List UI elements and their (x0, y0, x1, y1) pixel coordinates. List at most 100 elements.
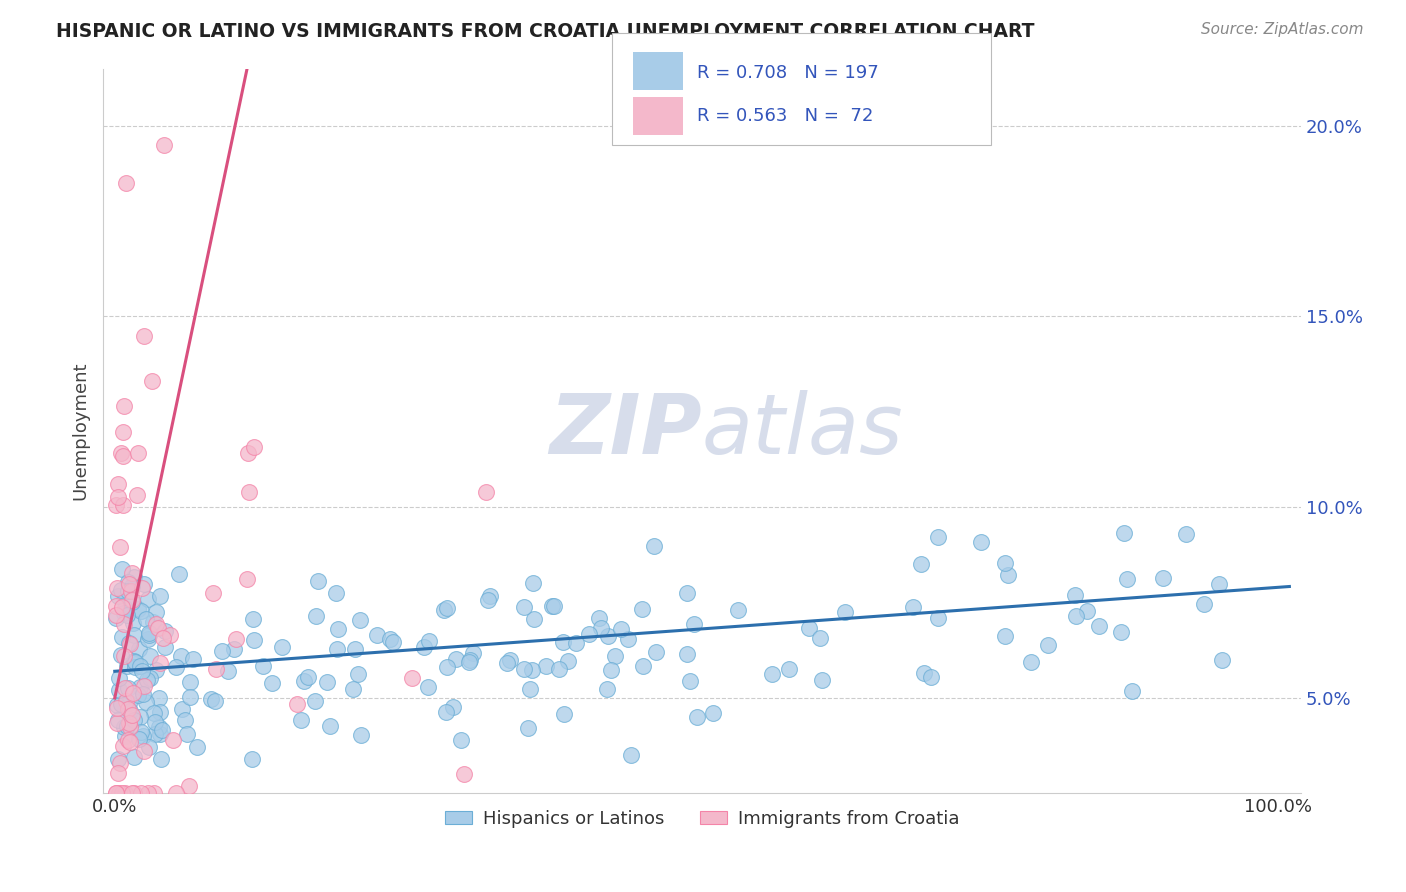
Point (513, 662, 536, 676)
Point (217, 665, 239, 679)
Point (136, 786, 159, 800)
Point (127, 688, 149, 702)
Point (225, 632, 247, 646)
Point (347, 667, 370, 681)
Point (644, 645, 666, 659)
Point (181, 651, 204, 665)
Point (125, 487, 148, 501)
Point (110, 445, 132, 459)
Point (565, 636, 588, 650)
Point (534, 659, 557, 673)
Point (122, 654, 145, 668)
Point (132, 729, 155, 743)
Point (112, 399, 135, 413)
Point (477, 592, 499, 607)
Point (1175, 527, 1198, 541)
Point (112, 498, 135, 512)
Point (243, 440, 266, 454)
Point (117, 574, 139, 589)
Point (434, 705, 457, 719)
Point (105, 599, 128, 613)
Point (107, 786, 129, 800)
Point (138, 648, 160, 663)
Point (138, 739, 160, 754)
Point (499, 653, 522, 667)
Point (620, 748, 643, 763)
Text: ZIP: ZIP (550, 391, 702, 472)
Point (153, 640, 176, 654)
Point (134, 744, 156, 758)
Point (127, 602, 149, 616)
Point (105, 698, 128, 712)
Point (118, 696, 141, 710)
Point (145, 605, 167, 619)
Point (115, 608, 138, 623)
Point (134, 577, 156, 591)
Point (111, 786, 134, 800)
Point (553, 707, 575, 722)
Point (131, 581, 153, 595)
Point (167, 566, 190, 581)
Point (118, 577, 141, 591)
Point (107, 477, 129, 491)
Point (970, 535, 993, 549)
Point (366, 628, 388, 642)
Point (463, 646, 485, 660)
Point (513, 600, 536, 615)
Point (557, 654, 579, 668)
Point (304, 693, 326, 707)
Point (211, 644, 233, 658)
Point (350, 728, 373, 742)
Point (153, 624, 176, 638)
Point (165, 786, 187, 800)
Point (413, 640, 436, 654)
Point (112, 648, 135, 663)
Point (136, 632, 159, 646)
Point (262, 675, 284, 690)
Point (148, 621, 170, 635)
Point (179, 674, 201, 689)
Point (378, 632, 401, 647)
Point (520, 663, 543, 677)
Point (1114, 526, 1136, 541)
Point (148, 691, 170, 706)
Point (142, 615, 165, 629)
Point (523, 612, 546, 626)
Point (270, 640, 292, 654)
Point (418, 680, 440, 694)
Point (111, 599, 134, 614)
Point (578, 627, 600, 641)
Legend: Hispanics or Latinos, Immigrants from Croatia: Hispanics or Latinos, Immigrants from Cr… (437, 803, 967, 835)
Point (344, 641, 367, 656)
Point (118, 636, 141, 650)
Point (117, 719, 139, 733)
Point (1076, 604, 1098, 618)
Point (112, 739, 135, 754)
Point (138, 625, 160, 640)
Point (901, 600, 924, 615)
Point (920, 670, 942, 684)
Point (252, 658, 274, 673)
Point (630, 602, 652, 616)
Point (453, 767, 475, 781)
Point (912, 666, 935, 681)
Point (117, 583, 139, 598)
Point (436, 660, 458, 674)
Point (292, 673, 315, 688)
Point (129, 680, 152, 694)
Point (519, 681, 541, 696)
Point (118, 720, 141, 734)
Point (325, 585, 347, 599)
Point (994, 629, 1017, 643)
Point (110, 648, 132, 663)
Point (105, 715, 128, 730)
Point (111, 449, 134, 463)
Point (553, 635, 575, 649)
Point (138, 628, 160, 642)
Point (401, 671, 423, 685)
Point (110, 697, 132, 711)
Point (727, 603, 749, 617)
Point (541, 599, 564, 614)
Point (702, 706, 724, 720)
Point (682, 617, 704, 632)
